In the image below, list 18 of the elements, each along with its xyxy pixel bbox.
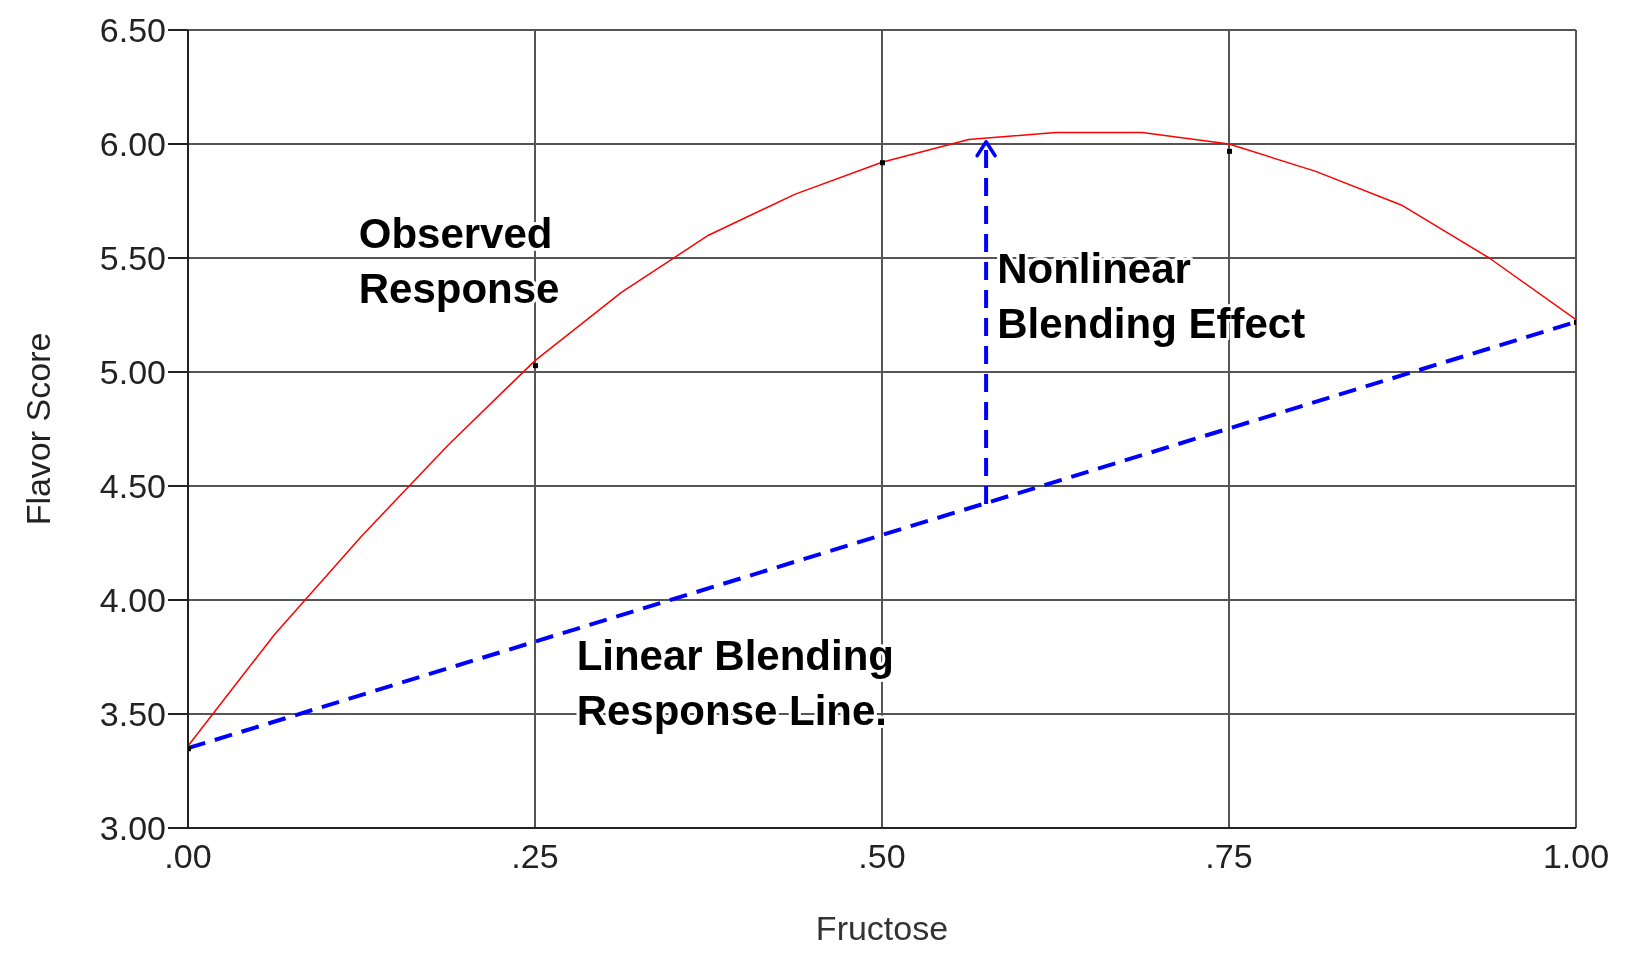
point — [880, 160, 885, 166]
point — [533, 363, 538, 369]
x-tick-label: .00 — [164, 837, 212, 876]
x-tick-label: .75 — [1205, 837, 1253, 876]
y-tick-label: 3.50 — [99, 695, 166, 734]
y-tick-label: 5.50 — [99, 239, 166, 278]
y-tick-label: 5.00 — [99, 353, 166, 392]
x-tick-label: 1.00 — [1542, 837, 1610, 876]
x-axis-title: Fructose — [815, 909, 949, 947]
x-tick-label: .50 — [858, 837, 906, 876]
x-tick-label: .25 — [511, 837, 559, 876]
y-tick-label: 6.50 — [99, 11, 166, 50]
y-tick-label: 4.50 — [99, 467, 166, 506]
y-tick-label: 4.00 — [99, 581, 166, 620]
y-tick-label: 6.00 — [99, 125, 166, 164]
y-axis-title: Flavor Score — [19, 332, 58, 526]
point — [1227, 148, 1232, 154]
y-tick-label: 3.00 — [99, 809, 166, 848]
